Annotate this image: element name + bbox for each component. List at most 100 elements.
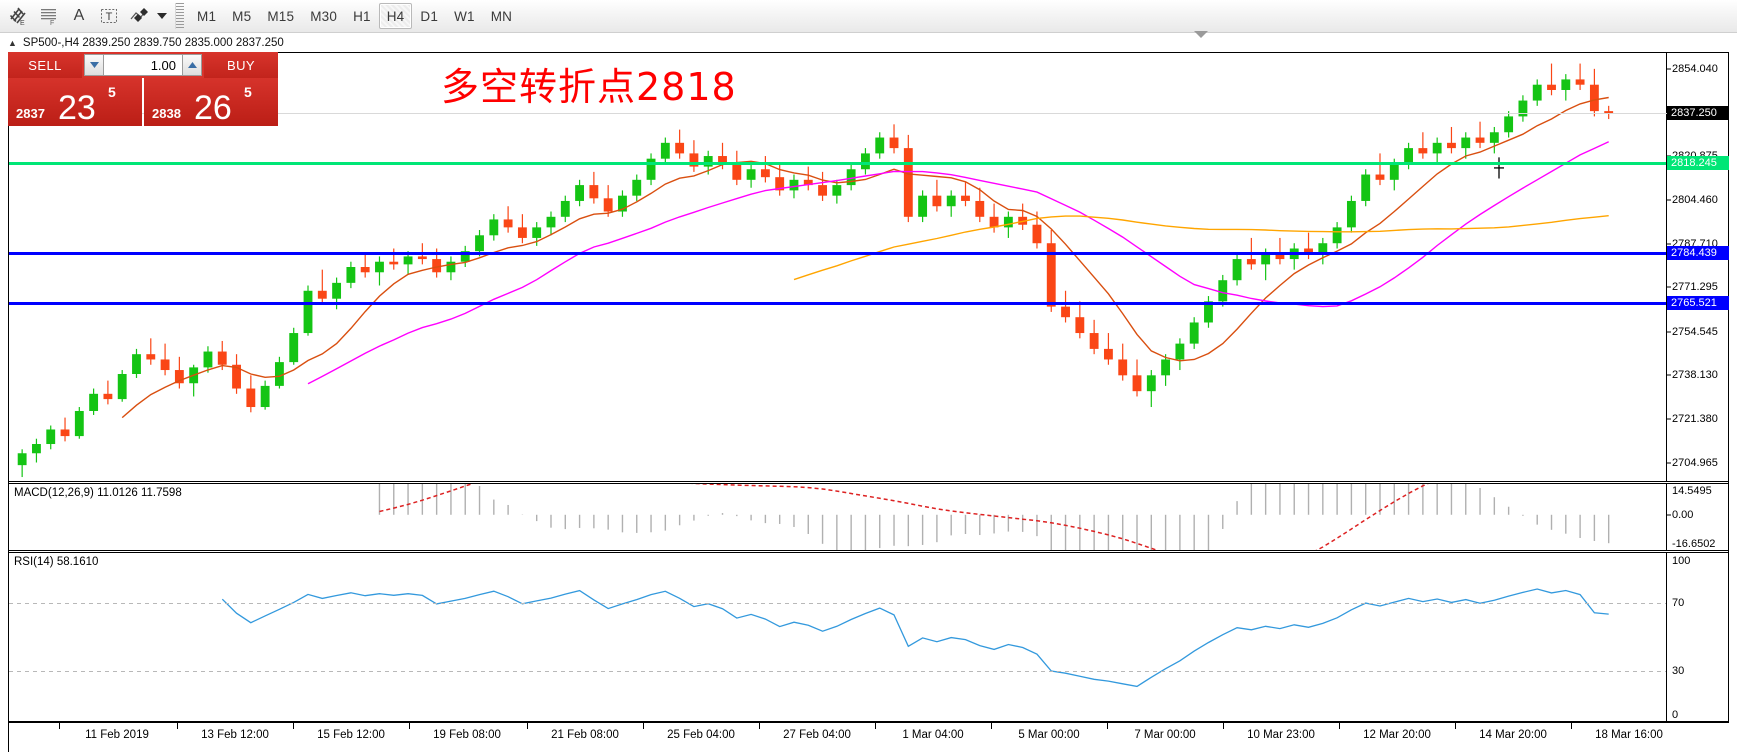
timeframe-w1[interactable]: W1 [454,8,475,24]
svg-text:F: F [50,20,54,27]
rsi-axis-label: 0 [1672,709,1679,721]
svg-text:T: T [106,11,113,23]
price-axis-tick [1667,462,1671,464]
expert-advisor-icon[interactable]: E [4,2,34,30]
toolbar-separator [175,3,184,29]
time-axis-tick [991,723,992,729]
price-axis-label: 2854.040 [1672,62,1718,75]
buy-price-main: 26 [194,89,232,127]
price-axis-tick [1667,243,1671,245]
rsi-level-line [9,670,1728,672]
buy-button[interactable]: BUY [204,52,278,78]
scroll-position-marker[interactable] [1194,31,1208,38]
one-click-trading-panel[interactable]: SELL 1.00 BUY 2837 23 5 2838 26 5 [8,52,278,126]
volume-increase-button[interactable] [182,54,202,76]
time-axis-tick [1339,723,1340,729]
time-axis-tick [59,723,60,729]
chart-annotation-text: 多空转折点2818 [441,65,737,109]
price-axis-label: 2704.965 [1672,456,1718,469]
rsi-axis-label: 100 [1672,555,1691,567]
macd-label: MACD(12,26,9) 11.0126 11.7598 [14,487,182,499]
time-axis-label: 11 Feb 2019 [85,729,149,741]
time-axis-label: 27 Feb 04:00 [783,729,851,741]
price-axis-tick [1667,418,1671,420]
price-axis-tick [1667,199,1671,201]
text-label-icon[interactable]: T [94,2,124,30]
timeframe-d1[interactable]: D1 [420,8,439,24]
current-price-tag: 2837.250 [1667,106,1729,121]
timeframe-m5[interactable]: M5 [232,8,252,24]
buy-price-box[interactable]: 2838 26 5 [144,78,278,126]
rsi-pane[interactable]: RSI(14) 58.1610 [9,553,1728,721]
timeframe-m15[interactable]: M15 [267,8,295,24]
rsi-axis-label: 70 [1672,597,1685,610]
time-axis-tick [1223,723,1224,729]
time-axis-tick [527,723,528,729]
sell-button[interactable]: SELL [8,52,82,78]
level-price-tag: 2765.521 [1667,295,1729,310]
timeframe-mn[interactable]: MN [490,8,513,24]
macd-plot [378,484,1610,550]
pane-separator-1b [9,483,1728,484]
horizontal-level-line[interactable] [9,250,1728,256]
timeframe-m1[interactable]: M1 [197,8,217,24]
time-axis-tick [1571,723,1572,729]
price-axis-label: 2771.295 [1672,281,1718,294]
time-axis-tick [1107,723,1108,729]
rsi-axis: 100 70 30 0 [1666,553,1728,721]
text-tool-icon[interactable]: A [73,7,85,24]
timeframe-h1[interactable]: H1 [353,8,371,24]
horizontal-level-line[interactable] [9,162,1728,166]
horizontal-level-line[interactable] [9,300,1728,306]
macd-axis-label: -16.6502 [1672,538,1716,550]
sell-price-main: 23 [58,89,96,127]
time-axis-label: 13 Feb 12:00 [201,729,269,741]
pane-separator-2 [9,550,1728,551]
collapse-arrow-icon[interactable]: ▲ [8,37,17,48]
price-axis-label: 2721.380 [1672,413,1718,426]
volume-control[interactable]: 1.00 [82,52,204,78]
rsi-plot [221,588,1609,688]
trade-panel-quotes: 2837 23 5 2838 26 5 [8,78,278,126]
price-gridline [9,113,1667,115]
sell-price-box[interactable]: 2837 23 5 [8,78,142,126]
price-axis-tick [1667,331,1671,333]
timeframe-h4[interactable]: H4 [378,3,413,29]
sell-price-fraction: 5 [108,84,116,100]
time-axis-label: 1 Mar 04:00 [902,729,964,741]
sell-price-prefix: 2837 [16,106,45,121]
price-pane[interactable] [9,53,1728,481]
objects-icon[interactable] [124,2,154,30]
time-axis-label: 18 Mar 16:00 [1595,729,1663,741]
rsi-level-line [9,603,1728,605]
time-axis-tick [643,723,644,729]
time-axis-label: 12 Mar 20:00 [1363,729,1431,741]
symbol-info-bar: ▲ SP500-,H4 2839.250 2839.750 2835.000 2… [8,35,1729,51]
price-axis-label: 2754.545 [1672,325,1718,338]
chart-frame[interactable]: 2854.0402837.2502820.8752804.4602787.710… [8,52,1729,722]
grid-icon[interactable]: F [34,2,64,30]
macd-axis: 14.5495 0.00 -16.6502 [1666,484,1728,550]
pane-separator-1 [9,481,1728,482]
volume-decrease-button[interactable] [84,54,104,76]
macd-pane[interactable]: MACD(12,26,9) 11.0126 11.7598 [9,484,1728,550]
price-axis-label: 2738.130 [1672,368,1718,381]
buy-price-prefix: 2838 [152,106,181,121]
time-axis-label: 21 Feb 08:00 [551,729,619,741]
time-axis[interactable]: 11 Feb 2019 13 Feb 12:00 15 Feb 12:00 19 Fe… [8,722,1729,752]
buy-price-fraction: 5 [244,84,252,100]
macd-axis-tick [1667,514,1671,516]
volume-input[interactable]: 1.00 [104,54,182,76]
price-axis-tick [1667,68,1671,70]
time-axis-label: 19 Feb 08:00 [433,729,501,741]
dropdown-arrow-icon[interactable] [154,2,170,30]
price-axis[interactable]: 2854.0402837.2502820.8752804.4602787.710… [9,53,1729,481]
pane-separator-2b [9,552,1728,553]
svg-text:E: E [20,20,25,27]
time-axis-tick [759,723,760,729]
rsi-label: RSI(14) 58.1610 [14,556,99,568]
time-axis-tick [409,723,410,729]
timeframe-m30[interactable]: M30 [310,8,338,24]
rsi-axis-label: 30 [1672,664,1685,677]
